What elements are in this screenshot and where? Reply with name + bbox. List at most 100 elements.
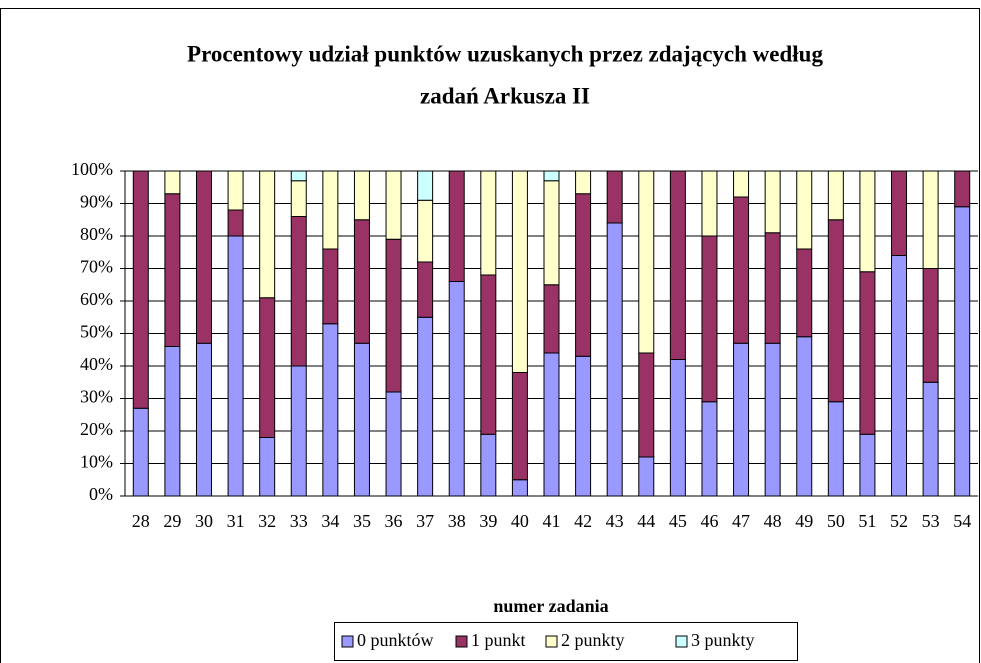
bar-segment <box>480 433 497 497</box>
bar-segment <box>385 238 402 393</box>
bar-segment <box>733 342 750 497</box>
bar-segment <box>701 235 718 403</box>
x-tick-label: 29 <box>163 511 181 531</box>
chart-title: zadań Arkusza II <box>420 83 590 108</box>
bar-segment <box>543 170 560 182</box>
bar-segment <box>259 437 276 497</box>
bar-segment <box>353 219 370 344</box>
bar-segment <box>764 342 781 497</box>
bar-segment <box>669 359 686 497</box>
bar-segment <box>859 271 876 435</box>
bar-segment <box>448 281 465 497</box>
bar-segment <box>606 222 623 497</box>
bar-segment <box>764 170 781 234</box>
bar-segment <box>606 170 623 224</box>
x-tick-label: 53 <box>922 511 940 531</box>
bar-segment <box>448 170 465 282</box>
bar-segment <box>764 232 781 344</box>
x-tick-label: 46 <box>700 511 718 531</box>
x-tick-label: 32 <box>258 511 276 531</box>
bar-segment <box>827 401 844 497</box>
bar-segment <box>417 316 434 497</box>
y-tick-label: 30% <box>80 387 113 407</box>
legend-box <box>334 622 798 661</box>
bar-segment <box>638 456 655 497</box>
bar-segment <box>290 180 307 217</box>
bar-segment <box>322 323 339 497</box>
bar-segment <box>575 170 592 195</box>
bar-segment <box>733 196 750 344</box>
x-tick-label: 33 <box>290 511 308 531</box>
bar-segment <box>385 391 402 497</box>
legend-label: 0 punktów <box>357 630 434 650</box>
x-axis-label: numer zadania <box>493 596 608 616</box>
bar-segment <box>796 170 813 250</box>
legend-swatch <box>455 635 468 648</box>
legend-label: 2 punkty <box>561 630 625 650</box>
x-tick-label: 37 <box>416 511 434 531</box>
bar-segment <box>701 170 718 237</box>
x-tick-label: 40 <box>511 511 529 531</box>
bar-segment <box>195 170 212 344</box>
bar-segment <box>290 170 307 182</box>
x-tick-label: 34 <box>321 511 339 531</box>
legend-label: 1 punkt <box>471 630 526 650</box>
bar-segment <box>922 268 939 383</box>
bar-segment <box>385 170 402 240</box>
y-tick-label: 0% <box>89 484 113 504</box>
y-tick-label: 90% <box>80 192 113 212</box>
y-tick-label: 40% <box>80 354 113 374</box>
y-tick-label: 100% <box>71 159 113 179</box>
bar-segment <box>827 170 844 221</box>
x-tick-label: 49 <box>795 511 813 531</box>
bar-segment <box>259 170 276 299</box>
x-tick-label: 43 <box>606 511 624 531</box>
bar-segment <box>891 255 908 497</box>
bar-segment <box>891 170 908 256</box>
x-tick-label: 39 <box>479 511 497 531</box>
bar-segment <box>827 219 844 403</box>
bar-segment <box>796 336 813 497</box>
x-tick-label: 45 <box>669 511 687 531</box>
x-tick-label: 30 <box>195 511 213 531</box>
x-tick-label: 36 <box>385 511 403 531</box>
bar-segment <box>511 170 528 373</box>
y-tick-label: 50% <box>80 322 113 342</box>
x-tick-label: 38 <box>448 511 466 531</box>
x-tick-label: 48 <box>764 511 782 531</box>
legend-swatch <box>341 635 354 648</box>
bar-segment <box>164 170 181 195</box>
bar-segment <box>290 216 307 367</box>
legend-label: 3 punkty <box>691 630 755 650</box>
bar-segment <box>859 433 876 497</box>
bar-segment <box>164 346 181 497</box>
bar-segment <box>417 199 434 263</box>
chart-title: Procentowy udział punktów uzuskanych prz… <box>187 41 823 66</box>
bar-segment <box>195 342 212 497</box>
bar-segment <box>543 284 560 354</box>
bar-segment <box>543 352 560 497</box>
bar-segment <box>954 170 971 208</box>
y-tick-label: 80% <box>80 224 113 244</box>
x-tick-label: 28 <box>132 511 150 531</box>
legend-swatch <box>545 635 558 648</box>
bar-segment <box>417 261 434 318</box>
x-tick-label: 52 <box>890 511 908 531</box>
bar-segment <box>543 180 560 286</box>
y-tick-label: 20% <box>80 419 113 439</box>
x-tick-label: 54 <box>953 511 971 531</box>
bar-segment <box>322 248 339 325</box>
x-tick-label: 35 <box>353 511 371 531</box>
bar-segment <box>480 274 497 435</box>
bar-segment <box>575 355 592 497</box>
bar-segment <box>417 170 434 201</box>
bar-segment <box>227 170 244 211</box>
bar-segment <box>733 170 750 198</box>
y-tick-label: 60% <box>80 289 113 309</box>
bar-segment <box>669 170 686 360</box>
bar-segment <box>575 193 592 357</box>
bar-segment <box>480 170 497 276</box>
bar-segment <box>353 342 370 497</box>
